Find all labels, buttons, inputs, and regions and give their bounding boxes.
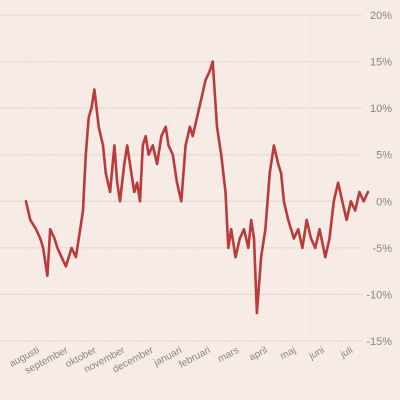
y-tick-label: 5% [376, 150, 392, 162]
x-tick-label: maj [279, 345, 298, 362]
y-tick-label: -10% [366, 289, 392, 301]
x-tick-label: juli [338, 345, 355, 361]
y-tick-label: -5% [372, 243, 392, 255]
y-tick-label: -15% [366, 336, 392, 348]
y-tick-label: 15% [370, 57, 392, 69]
x-tick-label: april [248, 345, 270, 364]
y-tick-label: 20% [370, 10, 392, 22]
series-line [24, 60, 370, 315]
y-tick-label: 10% [370, 103, 392, 115]
y-tick-label: 0% [376, 196, 392, 208]
x-tick-label: juni [307, 345, 327, 362]
x-axis-month-labels: augustiseptemberoktobernovemberdecemberj… [8, 345, 355, 377]
y-axis-tick-labels: 20% 15% 10% 5% 0% -5% -10% -15% [366, 10, 392, 348]
x-tick-label: februari [177, 345, 212, 371]
x-tick-label: mars [216, 345, 241, 365]
